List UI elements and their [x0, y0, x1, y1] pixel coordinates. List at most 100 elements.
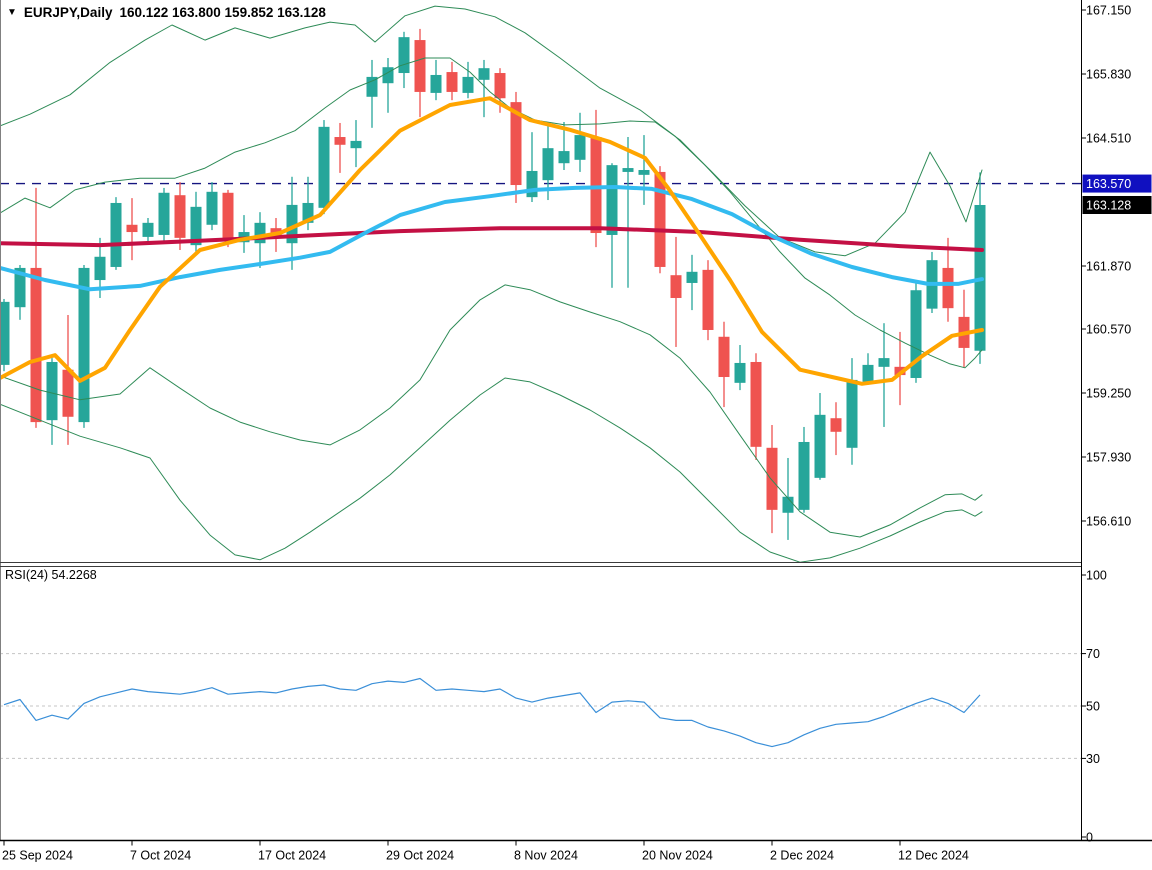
- ma-fast-orange: [0, 96, 984, 386]
- ma-mid-blue: [0, 185, 984, 292]
- time-axis-label: 29 Oct 2024: [386, 849, 454, 863]
- candle-body: [222, 192, 234, 240]
- price-axis-label: 156.610: [1086, 515, 1131, 529]
- candle-body: [478, 68, 490, 80]
- candle-body: [398, 37, 410, 74]
- candle-body: [62, 369, 74, 417]
- alert-price-tag: [1082, 174, 1152, 193]
- candle-body: [830, 418, 842, 432]
- candle-body: [174, 195, 186, 238]
- candle-body: [110, 202, 122, 267]
- candle-body: [526, 170, 538, 198]
- candle-body: [718, 336, 730, 378]
- rsi-indicator-label: RSI(24) 54.2268: [5, 568, 97, 582]
- band-inner-lower: [0, 284, 983, 538]
- time-axis-label: 25 Sep 2024: [2, 849, 73, 863]
- candle-body: [702, 269, 714, 330]
- candle-body: [158, 192, 170, 235]
- candle-body: [510, 102, 522, 186]
- candle-body: [766, 447, 778, 510]
- price-axis-label: 159.250: [1086, 387, 1131, 401]
- time-axis-label: 2 Dec 2024: [770, 849, 834, 863]
- candle-body: [0, 301, 10, 365]
- candle-body: [14, 267, 26, 308]
- last-price-tag: [1082, 195, 1152, 214]
- candle-body: [46, 361, 58, 421]
- time-axis-label: 12 Dec 2024: [898, 849, 969, 863]
- candle-body: [190, 206, 202, 246]
- rsi-axis: 100 70 50 30 0: [1082, 569, 1107, 845]
- candle-body: [286, 204, 298, 244]
- candle-body: [814, 414, 826, 478]
- candle-body: [446, 72, 458, 92]
- price-axis-label: 164.510: [1086, 131, 1131, 145]
- candle-body: [590, 137, 602, 234]
- price-tag-label: 163.570: [1086, 177, 1131, 191]
- candle-body: [78, 267, 90, 423]
- rsi-panel: [0, 653, 1081, 759]
- time-axis[interactable]: 25 Sep 2024 7 Oct 2024 17 Oct 2024 29 Oct 2…: [2, 840, 969, 863]
- candle-body: [942, 267, 954, 309]
- candle-body: [782, 496, 794, 513]
- panel-borders: [0, 0, 1152, 842]
- rsi-axis-label: 50: [1086, 700, 1100, 714]
- price-axis[interactable]: 167.150 165.830 164.510 161.870 160.570 159.2…: [1082, 4, 1152, 529]
- candle-body: [878, 358, 890, 367]
- candle-body: [126, 224, 138, 233]
- rsi-axis-label: 0: [1086, 831, 1093, 845]
- candle-body: [254, 222, 266, 244]
- candle-body: [494, 73, 506, 99]
- candle-body: [142, 222, 154, 237]
- price-axis-label: 160.570: [1086, 323, 1131, 337]
- ma-slow-crimson: [0, 226, 984, 252]
- candle-body: [750, 361, 762, 447]
- price-axis-label: 161.870: [1086, 259, 1131, 273]
- candle-body: [542, 148, 554, 181]
- indicator-overlays: [0, 5, 984, 562]
- candle-body: [366, 76, 378, 97]
- candle-body: [734, 362, 746, 383]
- candle-body: [302, 202, 314, 223]
- ohlc-values: 160.122 163.800 159.852 163.128: [119, 5, 326, 20]
- symbol-label: EURJPY,Daily: [23, 5, 113, 20]
- candle-body: [670, 275, 682, 298]
- candle-body: [334, 137, 346, 145]
- rsi-line: [3, 677, 981, 748]
- candle-body: [574, 135, 586, 160]
- rsi-axis-label: 100: [1086, 569, 1107, 583]
- time-axis-label: 20 Nov 2024: [642, 849, 713, 863]
- band-outer-upper: [0, 5, 983, 257]
- candle-body: [430, 74, 442, 93]
- time-axis-label: 17 Oct 2024: [258, 849, 326, 863]
- candle-body: [846, 379, 858, 448]
- candle-body: [894, 366, 906, 376]
- candle-body: [350, 140, 362, 149]
- candle-body: [654, 171, 666, 267]
- candle-body: [206, 191, 218, 225]
- price-axis-label: 165.830: [1086, 67, 1131, 81]
- time-axis-label: 8 Nov 2024: [514, 849, 578, 863]
- band-inner-upper: [0, 57, 983, 369]
- candle-body: [94, 256, 106, 281]
- candle-body: [910, 290, 922, 378]
- rsi-axis-label: 70: [1086, 647, 1100, 661]
- candle-body: [606, 165, 618, 235]
- candle-body: [638, 169, 650, 175]
- collapse-triangle-icon[interactable]: ▼: [7, 6, 17, 18]
- chart-title: ▼ EURJPY,Daily 160.122 163.800 159.852 1…: [7, 5, 326, 20]
- candle-body: [414, 40, 426, 92]
- price-axis-label: 167.150: [1086, 4, 1131, 18]
- price-axis-label: 157.930: [1086, 451, 1131, 465]
- band-outer-lower: [0, 377, 983, 562]
- rsi-axis-label: 30: [1086, 752, 1100, 766]
- candle-body: [862, 364, 874, 382]
- price-tag-label: 163.128: [1086, 198, 1131, 212]
- candle-body: [558, 151, 570, 164]
- candle-body: [462, 76, 474, 93]
- candle-body: [622, 168, 634, 172]
- time-axis-label: 7 Oct 2024: [130, 849, 191, 863]
- candle-body: [798, 441, 810, 510]
- candle-body: [686, 271, 698, 283]
